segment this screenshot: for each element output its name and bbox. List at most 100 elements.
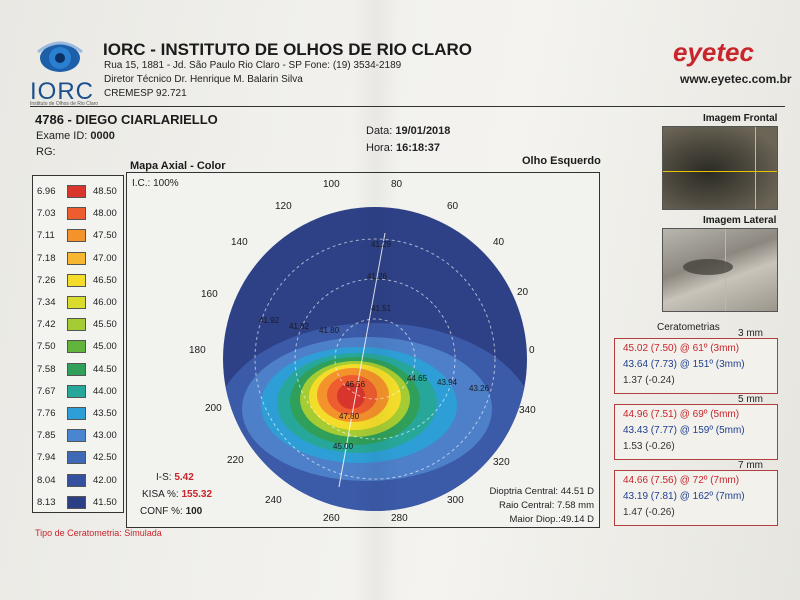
legend-diopter: 43.00 xyxy=(93,430,117,442)
map-value-label: 45.00 xyxy=(333,442,354,451)
legend-swatch xyxy=(67,251,86,265)
map-value-label: 43.94 xyxy=(437,378,458,387)
legend-diopter: 42.00 xyxy=(93,474,117,486)
keratometry-k1: 44.66 (7.56) @ 72º (7mm) xyxy=(623,475,740,486)
keratometry-cylinder: 1.53 (-0.26) xyxy=(623,441,675,452)
axial-topography-map: 100 8060402003403203002802602402202001801… xyxy=(189,179,536,524)
legend-mm: 6.96 xyxy=(37,186,56,197)
legend-mm: 7.26 xyxy=(37,274,56,286)
map-angle-label: 80 xyxy=(391,179,403,190)
map-angle-label: 320 xyxy=(493,457,510,468)
keratometry-box: 44.66 (7.56) @ 72º (7mm) 43.19 (7.81) @ 1… xyxy=(614,470,778,526)
legend-diopter: 48.50 xyxy=(93,186,117,197)
legend-row: 7.85 43.00 xyxy=(33,424,125,446)
iorc-eye-logo-icon xyxy=(37,41,83,72)
map-title: Mapa Axial - Color xyxy=(130,160,226,172)
map-angle-label: 60 xyxy=(447,201,459,212)
legend-mm: 7.67 xyxy=(37,385,56,397)
legend-mm: 7.11 xyxy=(37,230,55,242)
keratometry-k1: 44.96 (7.51) @ 69º (5mm) xyxy=(623,409,740,420)
legend-diopter: 44.00 xyxy=(93,385,117,397)
clinic-cremesp: CREMESP 92.721 xyxy=(104,88,187,99)
legend-row: 7.67 44.00 xyxy=(33,380,125,402)
legend-row: 8.13 41.50 xyxy=(33,491,125,513)
legend-swatch xyxy=(67,451,86,465)
legend-diopter: 47.00 xyxy=(93,252,117,264)
keratometry-zone-label: 7 mm xyxy=(738,460,763,471)
frontal-image-title: Imagem Frontal xyxy=(703,113,778,124)
legend-mm: 7.03 xyxy=(37,208,56,220)
legend-swatch xyxy=(67,185,86,198)
keratometry-box: 45.02 (7.50) @ 61º (3mm) 43.64 (7.73) @ 1… xyxy=(614,338,778,394)
header-divider xyxy=(30,106,785,107)
eye-side: Olho Esquerdo xyxy=(522,155,601,167)
legend-diopter: 48.00 xyxy=(93,208,117,220)
stat-kisa: KISA %: 155.32 xyxy=(142,489,213,500)
keratometry-box: 44.96 (7.51) @ 69º (5mm) 43.43 (7.77) @ 1… xyxy=(614,404,778,460)
keratometry-zone-label: 3 mm xyxy=(738,328,763,339)
legend-swatch xyxy=(67,318,86,332)
clinic-address: Rua 15, 1881 - Jd. São Paulo Rio Claro -… xyxy=(104,60,402,71)
lateral-eye-photo xyxy=(662,228,778,312)
legend-swatch xyxy=(67,362,86,376)
legend-swatch xyxy=(67,273,86,287)
legend-diopter: 45.50 xyxy=(93,319,117,331)
map-angle-label: 340 xyxy=(519,405,536,416)
map-angle-label: 180 xyxy=(189,345,206,356)
keratometry-k1: 45.02 (7.50) @ 61º (3mm) xyxy=(623,343,740,354)
map-angle-label: 200 xyxy=(205,403,222,414)
map-angle-label: 0 xyxy=(529,345,535,356)
legend-row: 7.94 42.50 xyxy=(33,446,125,468)
clinic-name: IORC - INSTITUTO DE OLHOS DE RIO CLARO xyxy=(103,40,472,59)
legend-mm: 7.42 xyxy=(37,319,56,331)
legend-row: 7.03 48.00 xyxy=(33,202,125,224)
exam-date: Data: 19/01/2018 xyxy=(366,125,451,137)
legend-row: 6.96 48.50 xyxy=(33,180,125,202)
keratometry-k2: 43.43 (7.77) @ 159º (5mm) xyxy=(623,425,745,436)
color-scale-legend: 6.96 48.50 7.03 48.00 7.11 47.50 7.18 47.00 7.26… xyxy=(32,175,124,513)
legend-diopter: 47.50 xyxy=(93,230,117,242)
legend-row: 7.76 43.50 xyxy=(33,402,125,424)
legend-mm: 7.76 xyxy=(37,408,56,419)
raio-central: Raio Central: 7.58 mm xyxy=(498,500,594,511)
map-angle-label: 240 xyxy=(265,495,282,506)
legend-mm: 7.18 xyxy=(37,252,56,264)
eyetec-url: www.eyetec.com.br xyxy=(680,72,792,86)
map-angle-label: 140 xyxy=(231,237,248,248)
legend-row: 7.42 45.50 xyxy=(33,313,125,335)
legend-swatch xyxy=(67,229,86,243)
legend-swatch xyxy=(67,384,86,398)
map-angle-label: 100 xyxy=(323,179,340,190)
eyetec-logo: eyetec xyxy=(673,37,754,67)
legend-mm: 7.58 xyxy=(37,363,56,375)
legend-diopter: 46.00 xyxy=(93,297,117,308)
legend-diopter: 44.50 xyxy=(93,363,117,375)
exam-time: Hora: 16:18:37 xyxy=(366,142,441,154)
keratometry-k2: 43.64 (7.73) @ 151º (3mm) xyxy=(623,359,745,370)
legend-mm: 7.94 xyxy=(37,452,56,464)
legend-swatch xyxy=(67,495,86,509)
map-value-label: 41.80 xyxy=(319,326,340,335)
legend-row: 8.04 42.00 xyxy=(33,469,125,491)
iorc-logo-text: IORC xyxy=(30,78,94,105)
map-value-label: 46.56 xyxy=(345,380,366,389)
legend-swatch xyxy=(67,296,86,309)
keratometry-cylinder: 1.47 (-0.26) xyxy=(623,507,675,518)
legend-swatch xyxy=(67,429,86,443)
legend-mm: 7.34 xyxy=(37,297,56,308)
legend-row: 7.58 44.50 xyxy=(33,358,125,380)
map-value-label: 44.65 xyxy=(407,374,428,383)
ceratometrias-title: Ceratometrias xyxy=(657,322,720,333)
legend-diopter: 41.50 xyxy=(93,496,117,508)
legend-diopter: 45.00 xyxy=(93,341,117,353)
stat-is: I-S: 5.42 xyxy=(156,472,194,483)
map-value-label: 41.51 xyxy=(371,304,392,313)
map-angle-label: 260 xyxy=(323,513,340,524)
legend-mm: 8.13 xyxy=(37,496,56,508)
exam-id: Exame ID: 0000 xyxy=(36,130,115,142)
legend-row: 7.11 47.50 xyxy=(33,224,125,246)
ic-indicator: I.C.: 100% xyxy=(132,178,179,189)
legend-diopter: 43.50 xyxy=(93,408,117,419)
axial-map-frame: 100 80 60 40 20 0 340 320 300 280 260 240 220 200 180 1… xyxy=(126,172,600,528)
